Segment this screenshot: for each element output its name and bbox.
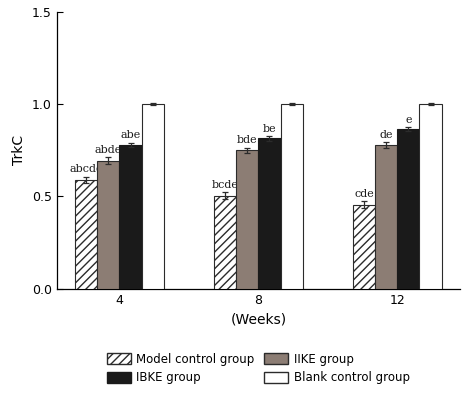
Legend: Model control group, IBKE group, IIKE group, Blank control group: Model control group, IBKE group, IIKE gr… bbox=[103, 349, 413, 388]
Bar bbox=[353, 205, 375, 289]
Bar bbox=[281, 104, 303, 289]
Bar bbox=[375, 145, 397, 289]
Bar bbox=[214, 196, 236, 289]
Y-axis label: TrkC: TrkC bbox=[12, 135, 27, 166]
Text: cde: cde bbox=[354, 189, 374, 199]
Text: abe: abe bbox=[120, 130, 141, 140]
X-axis label: (Weeks): (Weeks) bbox=[230, 312, 286, 326]
Text: be: be bbox=[263, 124, 276, 134]
Bar bbox=[258, 138, 281, 289]
Bar bbox=[97, 160, 119, 289]
Bar bbox=[75, 180, 97, 289]
Bar bbox=[419, 104, 442, 289]
Bar bbox=[397, 129, 419, 289]
Text: bcde: bcde bbox=[211, 180, 238, 190]
Text: e: e bbox=[405, 115, 411, 125]
Text: abde: abde bbox=[95, 145, 122, 155]
Bar bbox=[142, 104, 164, 289]
Bar bbox=[236, 150, 258, 289]
Text: abcde: abcde bbox=[69, 164, 103, 174]
Bar bbox=[119, 145, 142, 289]
Text: de: de bbox=[379, 130, 393, 140]
Text: bde: bde bbox=[237, 136, 257, 146]
